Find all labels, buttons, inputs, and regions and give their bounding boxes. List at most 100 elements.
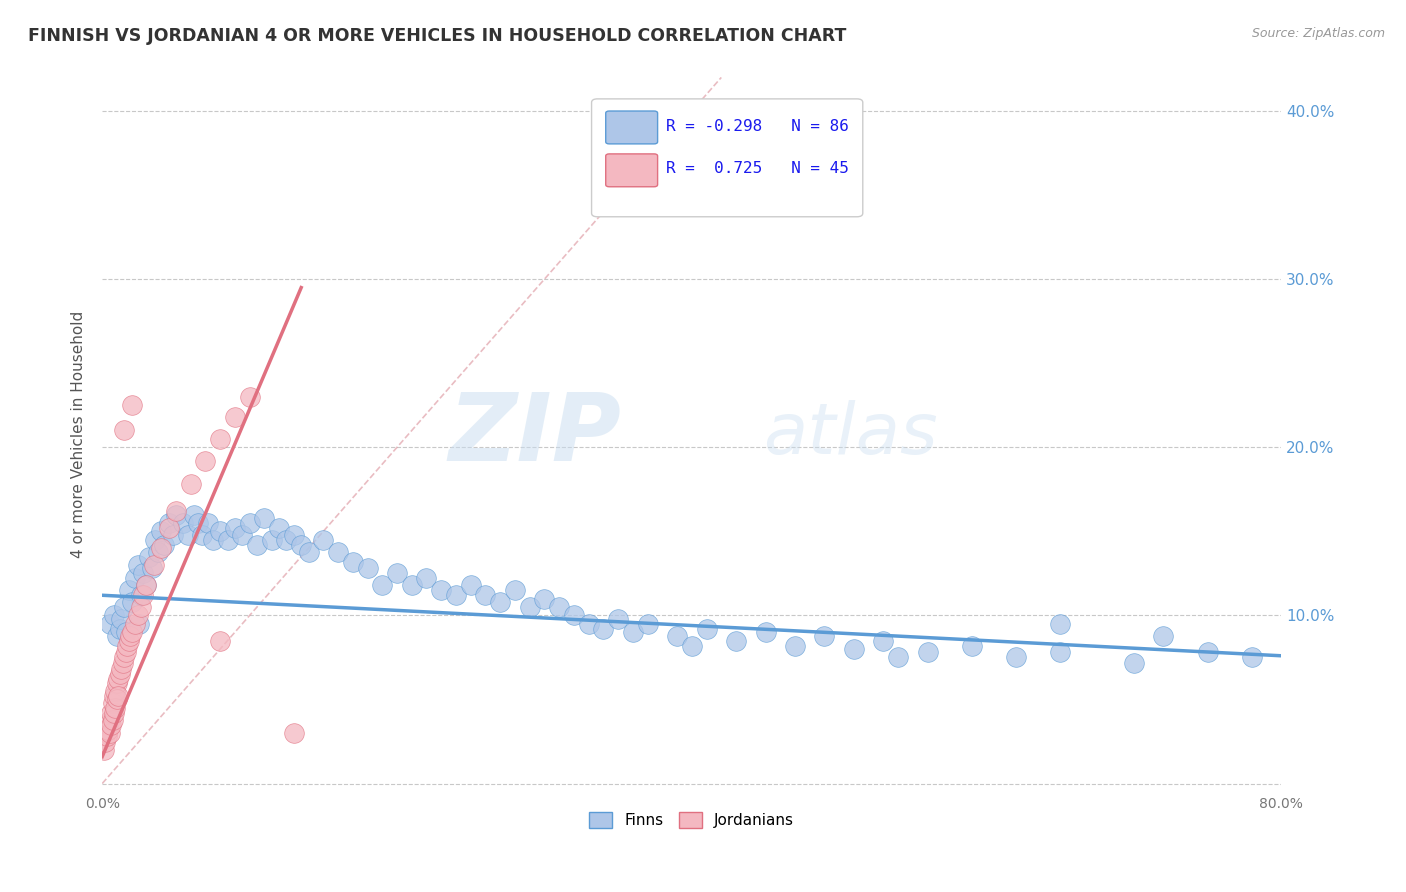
Point [127, 558, 149, 572]
Point [430, 583, 453, 598]
Point [607, 612, 630, 626]
Point [239, 390, 262, 404]
Point [165, 508, 187, 522]
Point [519, 600, 541, 615]
Point [1197, 645, 1219, 659]
Point [157, 516, 180, 530]
Point [209, 524, 232, 539]
Point [105, 675, 128, 690]
Point [100, 706, 122, 720]
Point [153, 538, 176, 552]
Text: FINNISH VS JORDANIAN 4 OR MORE VEHICLES IN HOUSEHOLD CORRELATION CHART: FINNISH VS JORDANIAN 4 OR MORE VEHICLES … [28, 27, 846, 45]
Point [101, 713, 124, 727]
Point [1153, 629, 1175, 643]
Point [129, 600, 152, 615]
Point [385, 566, 408, 581]
Point [107, 673, 129, 687]
Point [107, 689, 129, 703]
Point [1123, 656, 1146, 670]
Point [533, 591, 555, 606]
Point [224, 521, 246, 535]
Point [127, 608, 149, 623]
Point [290, 538, 312, 552]
Point [444, 588, 467, 602]
Point [681, 639, 703, 653]
Point [1049, 616, 1071, 631]
Text: atlas: atlas [762, 401, 938, 469]
Point [621, 625, 644, 640]
Text: R = -0.298   N = 86: R = -0.298 N = 86 [666, 119, 849, 134]
Legend: Finns, Jordanians: Finns, Jordanians [583, 806, 800, 834]
Point [104, 701, 127, 715]
Point [276, 533, 298, 547]
Point [96, 730, 118, 744]
Point [101, 696, 124, 710]
Point [150, 524, 173, 539]
Point [172, 516, 194, 530]
Point [118, 633, 141, 648]
Point [562, 608, 585, 623]
Point [135, 578, 157, 592]
Point [197, 516, 219, 530]
Point [121, 398, 143, 412]
Point [267, 521, 290, 535]
Point [224, 410, 246, 425]
Point [141, 561, 163, 575]
FancyBboxPatch shape [606, 154, 658, 186]
Point [548, 600, 571, 615]
Point [489, 595, 512, 609]
Point [110, 612, 132, 626]
Point [474, 588, 496, 602]
Point [342, 555, 364, 569]
Point [283, 527, 305, 541]
Point [1240, 650, 1263, 665]
Point [503, 583, 526, 598]
Point [162, 527, 184, 541]
Point [917, 645, 939, 659]
Point [191, 527, 214, 541]
Point [371, 578, 394, 592]
Point [312, 533, 335, 547]
Point [124, 571, 146, 585]
Y-axis label: 4 or more Vehicles in Household: 4 or more Vehicles in Household [72, 311, 86, 558]
Point [637, 616, 659, 631]
Point [201, 533, 224, 547]
Point [183, 508, 205, 522]
Point [1049, 645, 1071, 659]
Point [187, 516, 209, 530]
FancyBboxPatch shape [592, 99, 863, 217]
Point [110, 662, 132, 676]
Point [121, 625, 143, 640]
Point [415, 571, 437, 585]
Point [401, 578, 423, 592]
Point [111, 656, 134, 670]
Point [177, 527, 200, 541]
Point [1005, 650, 1028, 665]
Point [253, 511, 276, 525]
Point [114, 645, 136, 659]
Point [872, 633, 894, 648]
Point [108, 667, 131, 681]
Point [108, 622, 131, 636]
Point [209, 633, 232, 648]
Point [231, 527, 253, 541]
Point [98, 616, 121, 631]
Point [297, 544, 319, 558]
Point [105, 692, 128, 706]
Point [129, 588, 152, 602]
Text: R =  0.725   N = 45: R = 0.725 N = 45 [666, 161, 849, 177]
Point [326, 544, 349, 558]
Point [754, 625, 776, 640]
Point [117, 639, 139, 653]
Point [356, 561, 378, 575]
Point [887, 650, 910, 665]
Point [813, 629, 835, 643]
Point [842, 642, 865, 657]
Point [120, 629, 142, 643]
Point [100, 717, 122, 731]
Point [724, 633, 747, 648]
Point [180, 477, 202, 491]
Point [103, 706, 125, 720]
Point [132, 566, 155, 581]
Point [114, 625, 136, 640]
